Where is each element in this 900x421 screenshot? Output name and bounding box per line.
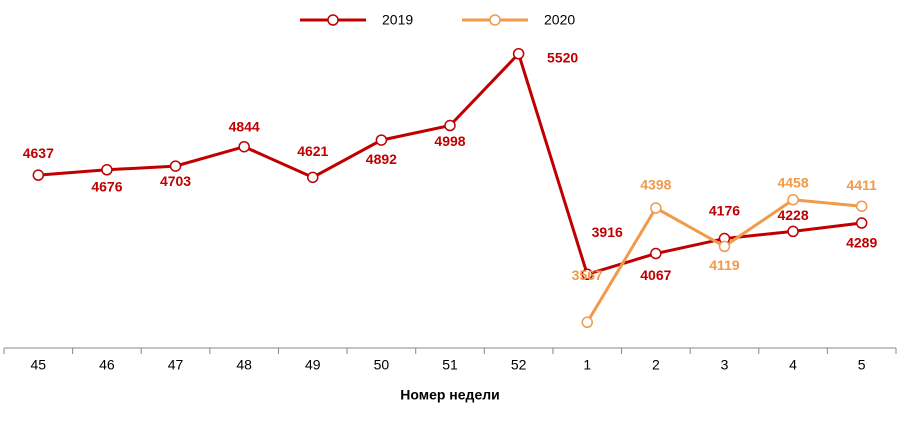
data-label: 4998 (434, 133, 465, 149)
data-label: 4067 (640, 267, 671, 283)
point (581, 268, 593, 281)
x-tick-label: 52 (511, 357, 527, 373)
series-line (38, 50, 862, 277)
point (718, 240, 731, 253)
legend-label: 2020 (544, 12, 575, 28)
x-axis-label: Номер недели (400, 387, 499, 403)
data-label: 4289 (846, 235, 877, 251)
x-tick-label: 4 (789, 357, 797, 373)
x-tick-label: 47 (168, 357, 184, 373)
data-label: 5520 (547, 49, 578, 65)
point (32, 169, 45, 181)
data-label: 4458 (777, 174, 808, 190)
data-label: 3567 (572, 267, 603, 283)
x-tick-label: 3 (721, 357, 729, 373)
point (238, 140, 250, 153)
point (787, 225, 799, 238)
data-label: 4676 (91, 179, 122, 195)
point (787, 194, 799, 206)
point (581, 316, 593, 329)
legend-label: 2019 (382, 12, 413, 28)
x-tick-label: 51 (442, 357, 458, 373)
data-label: 4621 (297, 143, 328, 159)
point (855, 217, 868, 229)
data-label: 4892 (366, 151, 397, 167)
x-tick-label: 5 (858, 357, 866, 373)
point (855, 200, 868, 212)
x-tick-label: 2 (652, 357, 660, 373)
point (307, 171, 319, 184)
data-label: 4637 (23, 145, 54, 161)
data-label: 3916 (592, 224, 623, 240)
x-tick-label: 49 (305, 357, 321, 373)
point (169, 160, 182, 172)
data-label: 4176 (709, 202, 740, 218)
data-label: 4228 (777, 207, 808, 223)
point (101, 164, 113, 176)
point (444, 119, 456, 132)
x-tick-label: 45 (31, 357, 47, 373)
data-label: 4703 (160, 173, 191, 189)
data-label: 4411 (847, 177, 878, 193)
data-label: 4398 (640, 177, 671, 193)
legend-marker (489, 14, 501, 26)
x-tick-label: 1 (583, 357, 591, 373)
data-label: 4119 (709, 257, 740, 273)
x-tick-label: 50 (374, 357, 390, 373)
point (512, 48, 525, 60)
x-tick-label: 48 (236, 357, 252, 373)
x-tick-label: 46 (99, 357, 115, 373)
point (650, 202, 662, 214)
data-label: 4844 (229, 118, 260, 134)
legend-marker (327, 14, 339, 26)
point (650, 247, 662, 260)
point (375, 134, 388, 146)
